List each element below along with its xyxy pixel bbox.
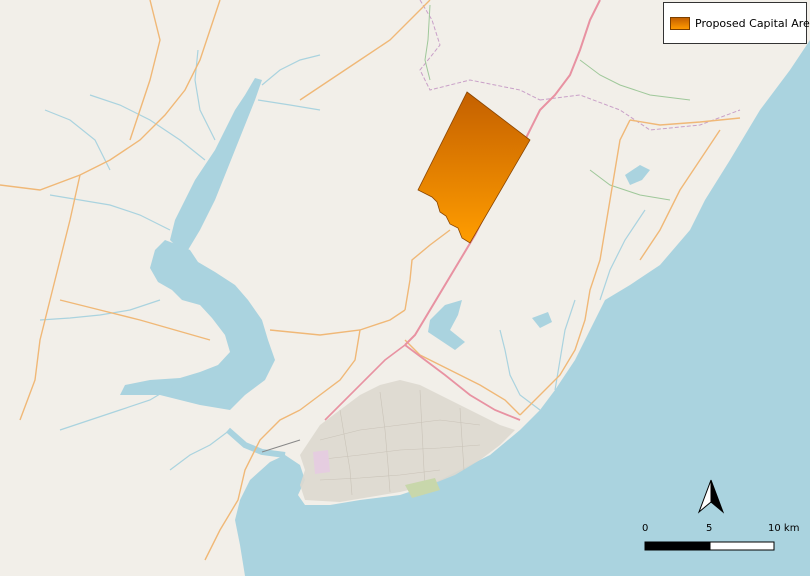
north-arrow-icon xyxy=(697,479,725,514)
urban-green-patch xyxy=(405,478,440,498)
map-legend: Proposed Capital Area xyxy=(663,2,810,44)
highway-branch xyxy=(404,344,521,421)
legend-label: Proposed Capital Area xyxy=(695,16,810,30)
protected-area-lines xyxy=(424,4,691,201)
bridge xyxy=(261,439,301,453)
legend-swatch xyxy=(670,16,690,30)
urban-detail xyxy=(314,389,481,496)
bay-estuary xyxy=(120,240,275,410)
urban-pink-patch xyxy=(313,450,330,474)
highway-link xyxy=(324,344,406,421)
scale-label-10km: 10 km xyxy=(768,523,800,534)
reservoir-north xyxy=(428,300,465,350)
estuary-channel xyxy=(226,427,286,458)
primary-roads xyxy=(0,0,741,561)
bay-inlet xyxy=(170,78,262,255)
reservoir-east xyxy=(532,312,552,328)
rivers xyxy=(39,49,646,471)
urban-area xyxy=(300,380,515,502)
scale-bar xyxy=(644,541,775,551)
ocean xyxy=(235,40,810,576)
scale-label-0: 0 xyxy=(642,523,649,534)
proposed-capital-area[interactable] xyxy=(417,91,531,244)
scale-label-5: 5 xyxy=(706,523,713,534)
admin-boundaries xyxy=(419,0,741,131)
reservoir-northeast xyxy=(625,165,650,185)
